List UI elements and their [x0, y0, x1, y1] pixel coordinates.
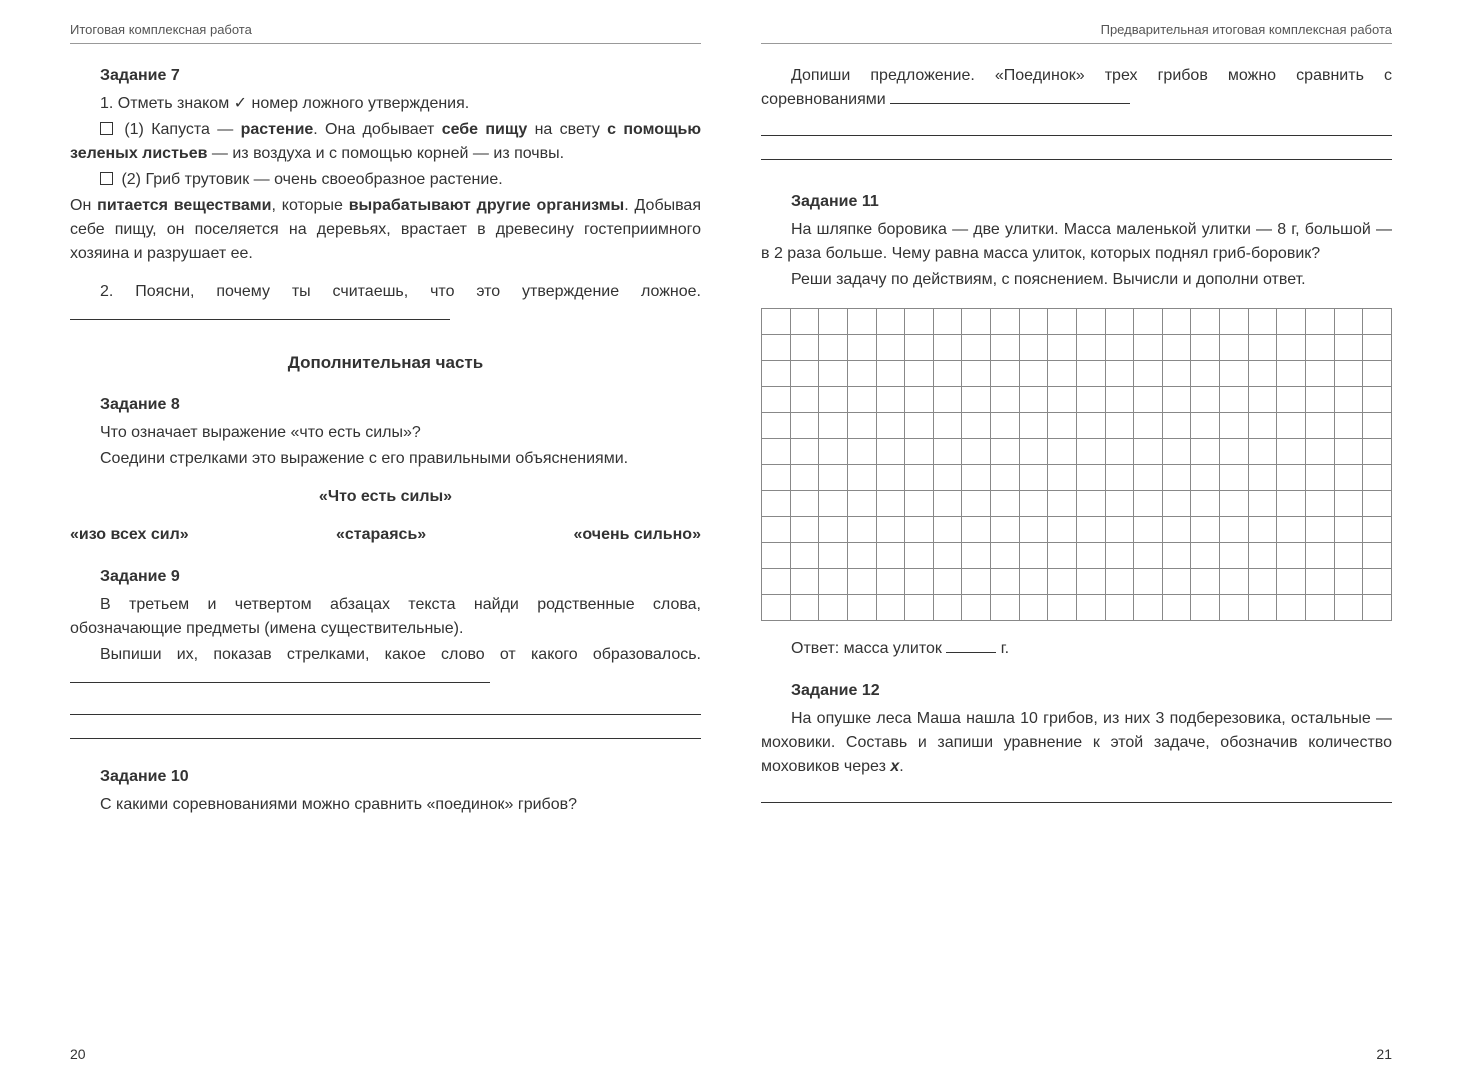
task10-answer-line2[interactable]	[761, 116, 1392, 136]
task9-line2: Выпиши их, показав стрелками, какое слов…	[70, 643, 701, 691]
task7-explain: 2. Поясни, почему ты считаешь, что это у…	[70, 280, 701, 328]
task9-title: Задание 9	[70, 565, 701, 589]
task9-answer-line1[interactable]	[70, 682, 490, 683]
task12-title: Задание 12	[761, 679, 1392, 703]
page-number-right: 21	[1376, 1044, 1392, 1065]
task10-line1: С какими соревнованиями можно сравнить «…	[70, 793, 701, 817]
task10-title: Задание 10	[70, 765, 701, 789]
task12-answer-line[interactable]	[761, 783, 1392, 803]
task12-text: На опушке леса Маша нашла 10 грибов, из …	[761, 707, 1392, 779]
task7-title: Задание 7	[70, 64, 701, 88]
task9-answer-line2[interactable]	[70, 695, 701, 715]
task8-opt-b: «стараясь»	[336, 523, 426, 547]
extra-section-title: Дополнительная часть	[70, 350, 701, 376]
task8-line1: Что означает выражение «что есть силы»?	[70, 421, 701, 445]
task11-line2: Реши задачу по действиям, с пояснением. …	[761, 268, 1392, 292]
right-page: Предварительная итоговая комплексная раб…	[731, 20, 1422, 1060]
task7-instruction: 1. Отметь знаком ✓ номер ложного утвержд…	[70, 92, 701, 116]
task11-answer: Ответ: масса улиток г.	[761, 637, 1392, 661]
task7-option2-cont: Он питается веществами, которые вырабаты…	[70, 194, 701, 266]
task7-answer-line[interactable]	[70, 319, 450, 320]
task11-answer-blank[interactable]	[946, 639, 996, 653]
task8-title: Задание 8	[70, 393, 701, 417]
task8-line2: Соедини стрелками это выражение с его пр…	[70, 447, 701, 471]
task10-continuation: Допиши предложение. «Поединок» трех гриб…	[761, 64, 1392, 112]
task9-answer-line3[interactable]	[70, 719, 701, 739]
left-header: Итоговая комплексная работа	[70, 20, 701, 44]
task7-option2-line1: (2) Гриб трутовик — очень своеобразное р…	[70, 168, 701, 192]
task10-answer-line1[interactable]	[890, 90, 1130, 104]
checkbox-2[interactable]	[100, 172, 113, 185]
right-header: Предварительная итоговая комплексная раб…	[761, 20, 1392, 44]
task8-opt-c: «очень сильно»	[574, 523, 701, 547]
task9-line1: В третьем и четвертом абзацах текста най…	[70, 593, 701, 641]
task7-option1: (1) Капуста — растение. Она добывает себ…	[70, 118, 701, 166]
task8-center-phrase: «Что есть силы»	[70, 485, 701, 509]
task10-answer-line3[interactable]	[761, 140, 1392, 160]
task8-opt-a: «изо всех сил»	[70, 523, 189, 547]
task11-line1: На шляпке боровика — две улитки. Масса м…	[761, 218, 1392, 266]
page-number-left: 20	[70, 1044, 86, 1065]
work-grid[interactable]	[761, 308, 1392, 621]
checkbox-1[interactable]	[100, 122, 113, 135]
task11-title: Задание 11	[761, 190, 1392, 214]
task8-options: «изо всех сил» «стараясь» «очень сильно»	[70, 523, 701, 547]
left-page: Итоговая комплексная работа Задание 7 1.…	[40, 20, 731, 1060]
